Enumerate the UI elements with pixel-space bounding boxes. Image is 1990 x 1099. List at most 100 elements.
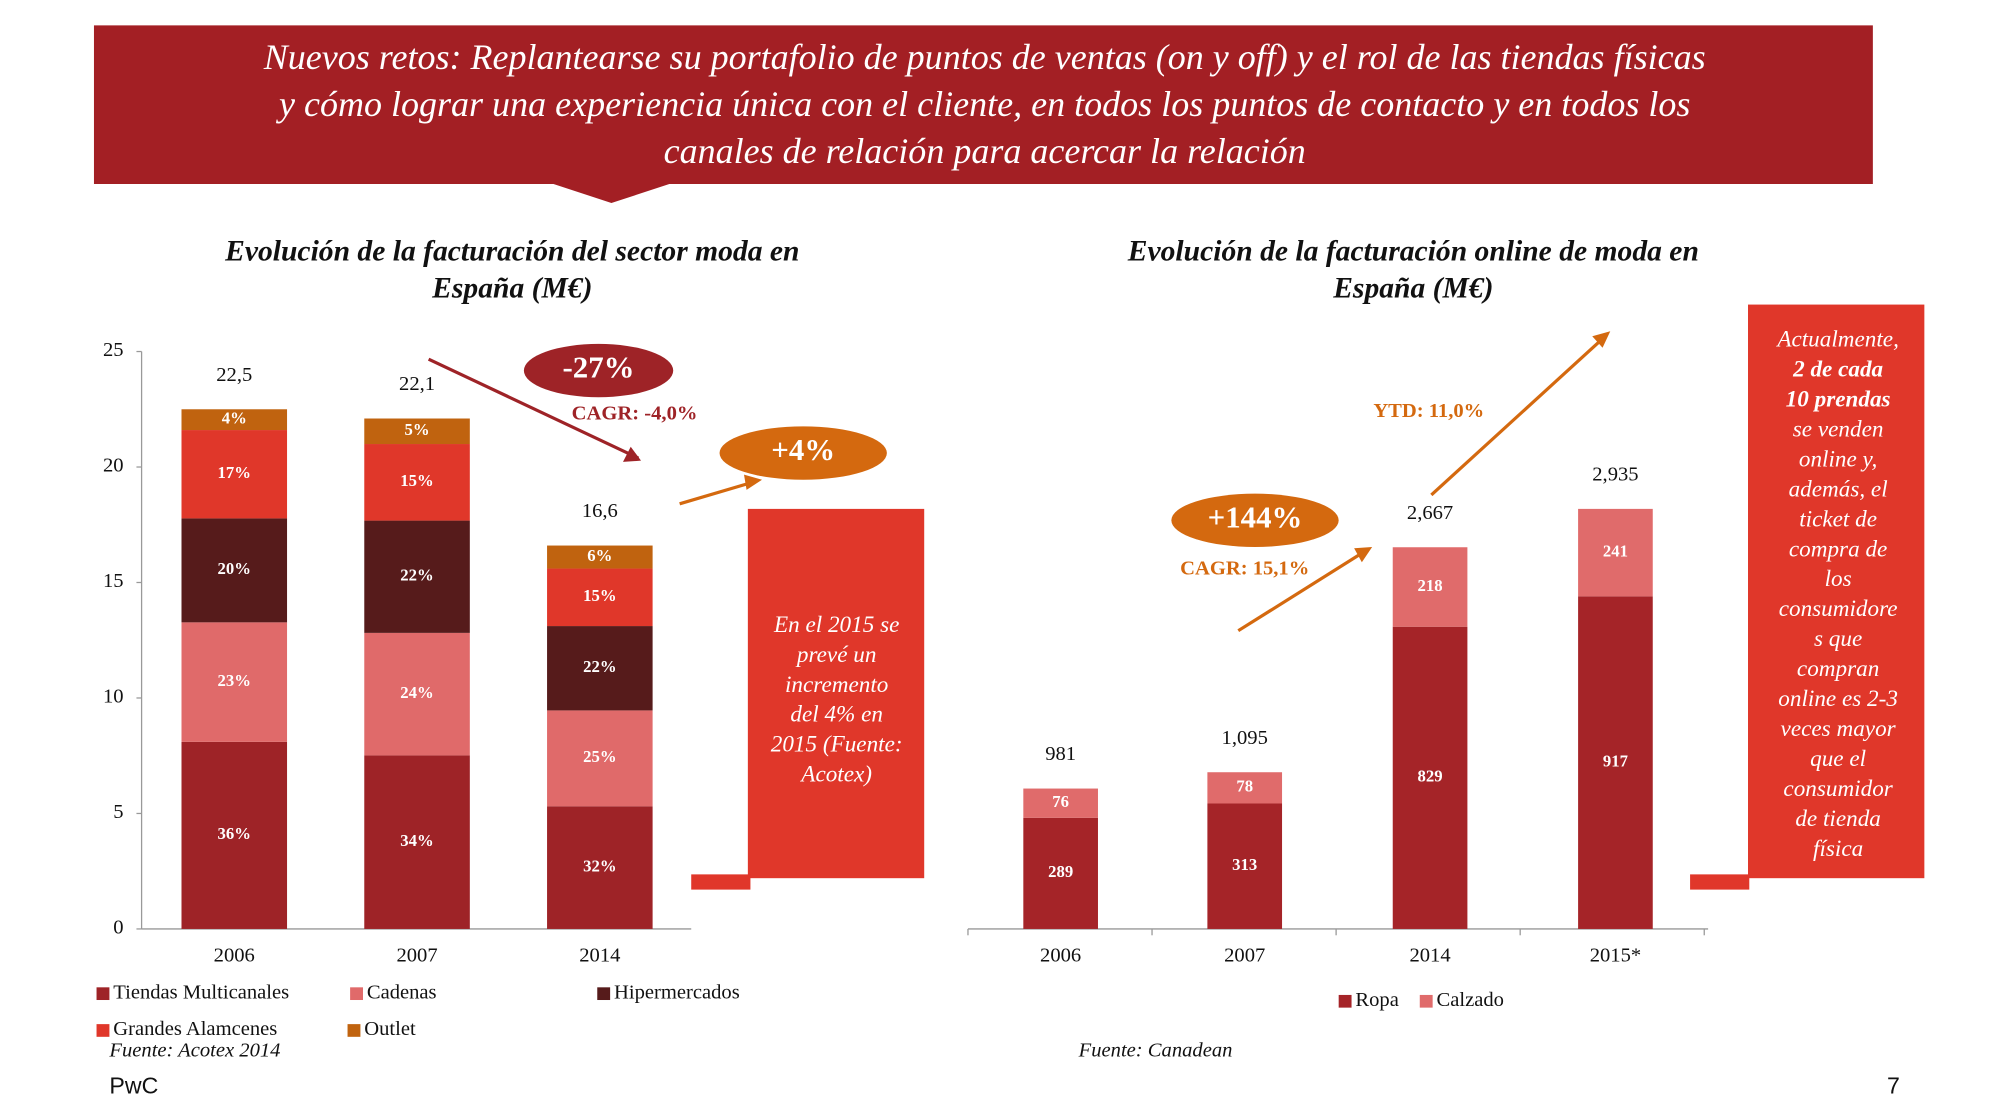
bar-segment bbox=[181, 409, 288, 431]
total-label: 981 bbox=[1045, 743, 1076, 765]
total-label: 22,1 bbox=[399, 373, 435, 395]
segment-label: 241 bbox=[1603, 541, 1628, 560]
bar-segment bbox=[181, 622, 288, 742]
bar-segment bbox=[1578, 508, 1653, 597]
bar-segment bbox=[1578, 596, 1653, 929]
callout-text: además, el bbox=[1789, 477, 1888, 502]
chart-title: España (M€) bbox=[1332, 272, 1493, 304]
callout-text: consumidore bbox=[1779, 596, 1898, 621]
segment-label: 4% bbox=[222, 409, 247, 428]
y-tick-label: 25 bbox=[103, 339, 124, 361]
callout-text: 10 prendas bbox=[1786, 387, 1891, 412]
segment-label: 289 bbox=[1048, 862, 1073, 881]
callout-text: online y, bbox=[1799, 447, 1877, 472]
bar-segment bbox=[1207, 772, 1283, 804]
legend-label: Grandes Alamcenes bbox=[113, 1018, 277, 1040]
callout-text: ticket de bbox=[1799, 506, 1877, 531]
legend-swatch bbox=[350, 987, 363, 1001]
source: Fuente: Acotex 2014 bbox=[108, 1040, 280, 1062]
chart-title: España (M€) bbox=[431, 272, 592, 304]
callout-text: veces mayor bbox=[1781, 716, 1897, 741]
legend-label: Tiendas Multicanales bbox=[113, 981, 289, 1003]
cagr: CAGR: -4,0% bbox=[572, 403, 698, 425]
total-label: 16,6 bbox=[582, 500, 618, 522]
bar-segment bbox=[547, 710, 653, 807]
segment-label: 313 bbox=[1232, 855, 1257, 874]
bar-segment bbox=[547, 626, 653, 711]
legend-swatch bbox=[96, 1024, 110, 1037]
arrow-head bbox=[1354, 546, 1373, 563]
bar-segment bbox=[364, 632, 470, 756]
callout-text: 2015 (Fuente: bbox=[771, 732, 903, 757]
x-tick-label: 2007 bbox=[1224, 945, 1265, 967]
callout-text: incremento bbox=[785, 672, 888, 697]
ytd: YTD: 11,0% bbox=[1373, 400, 1484, 422]
x-tick-label: 2015* bbox=[1590, 945, 1641, 967]
arrow-head bbox=[623, 446, 642, 462]
bar-segment bbox=[547, 545, 653, 569]
callout-text: de tienda bbox=[1795, 806, 1881, 831]
callout-text: online es 2-3 bbox=[1778, 686, 1898, 711]
total-label: 22,5 bbox=[216, 364, 252, 386]
badge-text: +4% bbox=[771, 433, 835, 467]
bar-segment bbox=[181, 741, 288, 929]
legend-swatch bbox=[1338, 994, 1352, 1008]
segment-label: 34% bbox=[400, 831, 433, 850]
arrow-head bbox=[1592, 331, 1611, 348]
segment-label: 17% bbox=[218, 463, 251, 482]
source: Fuente: Canadean bbox=[1078, 1040, 1233, 1062]
chart-title: Evolución de la facturación del sector m… bbox=[224, 236, 799, 268]
bar-segment bbox=[547, 568, 653, 627]
bar-segment bbox=[181, 430, 288, 519]
badge bbox=[1171, 493, 1339, 547]
bar-segment bbox=[364, 520, 470, 633]
legend-swatch bbox=[1419, 994, 1433, 1008]
bar-segment bbox=[1023, 817, 1098, 929]
header-banner bbox=[93, 25, 1873, 204]
callout-text: s que bbox=[1814, 626, 1862, 651]
callout-text: consumidor bbox=[1783, 776, 1893, 801]
callout-tab bbox=[691, 874, 751, 890]
legend-label: Ropa bbox=[1355, 989, 1398, 1011]
trend-arrow bbox=[1237, 549, 1367, 633]
segment-label: 6% bbox=[587, 546, 612, 565]
header-line: canales de relación para acercar la rela… bbox=[664, 131, 1306, 171]
bar-segment bbox=[181, 518, 288, 623]
trend-arrow bbox=[1430, 336, 1605, 497]
y-tick-label: 0 bbox=[113, 917, 123, 939]
callout-text: prevé un bbox=[795, 642, 877, 667]
cagr: CAGR: 15,1% bbox=[1180, 558, 1309, 580]
segment-label: 20% bbox=[218, 559, 251, 578]
callout-text: 2 de cada bbox=[1792, 357, 1883, 382]
callout-text: que el bbox=[1810, 746, 1866, 771]
callout-text: En el 2015 se bbox=[773, 612, 899, 637]
badge-text: -27% bbox=[563, 351, 635, 385]
legend-label: Hipermercados bbox=[614, 981, 740, 1003]
legend-swatch bbox=[96, 987, 110, 1001]
bar-segment bbox=[364, 444, 470, 521]
y-tick-label: 5 bbox=[113, 801, 123, 823]
legend-swatch bbox=[347, 1024, 361, 1037]
trend-arrow bbox=[427, 357, 640, 460]
callout-tab bbox=[1690, 874, 1750, 890]
segment-label: 829 bbox=[1418, 767, 1443, 786]
segment-label: 15% bbox=[400, 471, 433, 490]
y-tick-label: 15 bbox=[103, 570, 124, 592]
bar-segment bbox=[547, 806, 653, 929]
segment-label: 24% bbox=[400, 683, 433, 702]
arrow-head bbox=[743, 474, 763, 490]
badge bbox=[719, 426, 887, 480]
y-tick-label: 10 bbox=[103, 686, 124, 708]
segment-label: 917 bbox=[1603, 752, 1628, 771]
callout-text: compran bbox=[1797, 656, 1879, 681]
segment-label: 76 bbox=[1052, 792, 1069, 811]
legend-label: Cadenas bbox=[367, 981, 437, 1003]
x-tick-label: 2006 bbox=[214, 945, 255, 967]
segment-label: 5% bbox=[405, 420, 430, 439]
segment-label: 25% bbox=[583, 747, 616, 766]
bar-segment bbox=[364, 755, 470, 929]
bar-segment bbox=[1392, 547, 1468, 627]
callout-text: se venden bbox=[1793, 417, 1884, 442]
bar-segment bbox=[1207, 803, 1283, 929]
segment-label: 218 bbox=[1418, 576, 1443, 595]
